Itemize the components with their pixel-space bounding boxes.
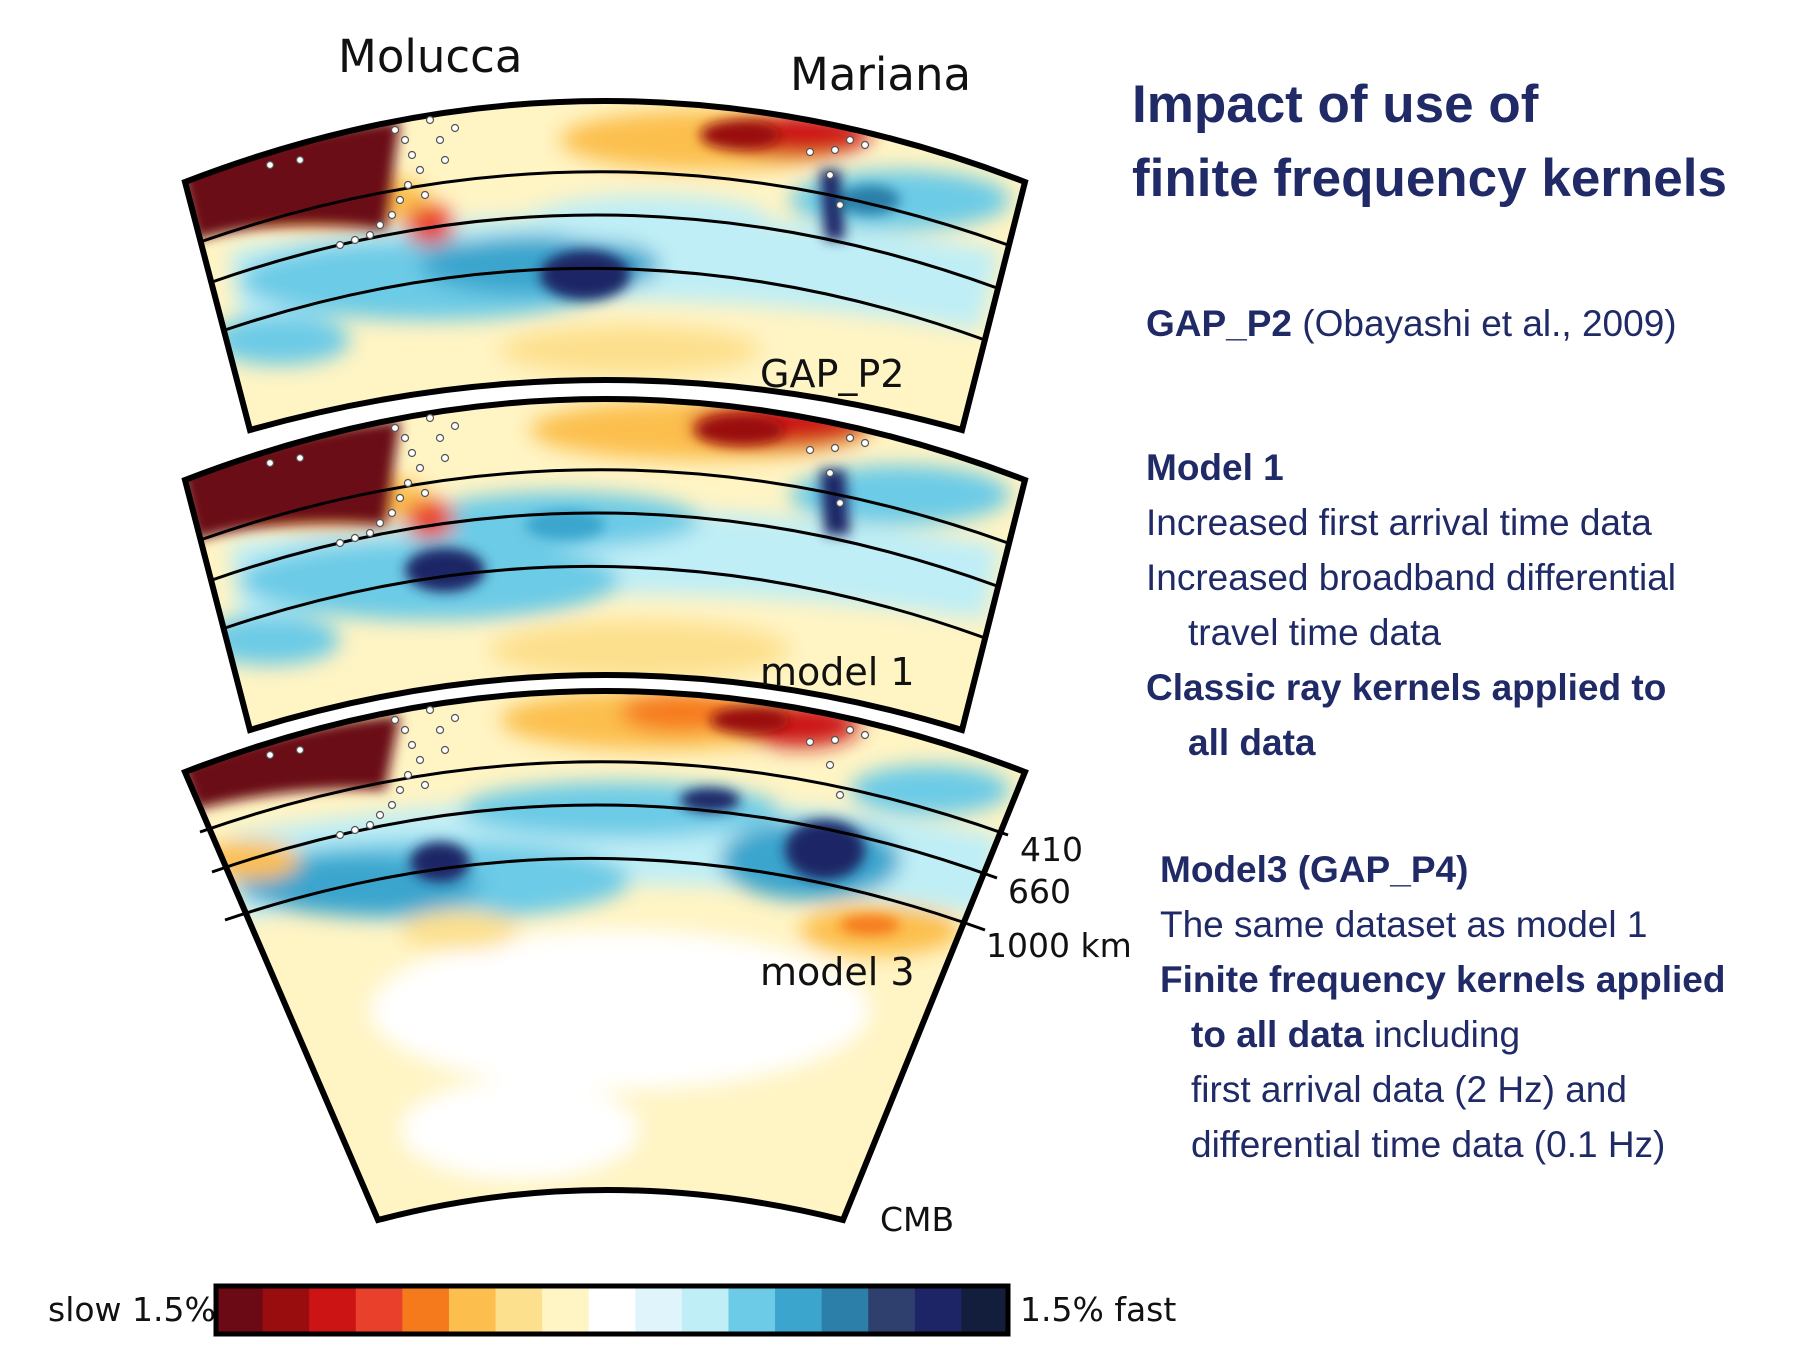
colorbar-swatch (914, 1286, 962, 1334)
model-3-line-3-bold: to all data (1191, 1014, 1364, 1055)
colorbar-swatch (262, 1286, 310, 1334)
model-1-line-2: Increased broadband differential (1146, 557, 1677, 598)
model-1-description: Model 1 Increased first arrival time dat… (1146, 440, 1676, 770)
model-3-description: Model3 (GAP_P4) The same dataset as mode… (1160, 842, 1725, 1172)
model-3-line-2: Finite frequency kernels applied (1160, 959, 1726, 1000)
depth-label-660: 660 (1008, 872, 1071, 911)
model-3-line-1: The same dataset as model 1 (1160, 904, 1648, 945)
colorbar-swatch (681, 1286, 729, 1334)
colorbar-swatch (821, 1286, 869, 1334)
region-label-molucca: Molucca (338, 30, 523, 83)
colorbar-slow-label: slow 1.5% (48, 1290, 216, 1329)
colorbar-swatch (635, 1286, 683, 1334)
colorbar-swatch (309, 1286, 357, 1334)
colorbar-swatch (961, 1286, 1009, 1334)
colorbar-swatch (402, 1286, 450, 1334)
slide-title: Impact of use of finite frequency kernel… (1132, 68, 1727, 216)
depth-label-410: 410 (1020, 830, 1083, 869)
colorbar-swatch (775, 1286, 823, 1334)
model-3-line-3-rest: including (1363, 1014, 1521, 1055)
colorbar-frame (213, 1283, 1011, 1337)
colorbar-fast-label: 1.5% fast (1020, 1290, 1177, 1329)
model-1-heading: Model 1 (1146, 447, 1284, 488)
gap-p2-description: GAP_P2 (Obayashi et al., 2009) (1146, 296, 1677, 351)
model-3-line-4: first arrival data (2 Hz) and (1191, 1069, 1627, 1110)
gap-p2-reference: (Obayashi et al., 2009) (1292, 303, 1677, 344)
colorbar-swatch (542, 1286, 590, 1334)
colorbar-swatch (868, 1286, 916, 1334)
depth-label-cmb: CMB (880, 1200, 955, 1239)
colorbar-swatch (588, 1286, 636, 1334)
colorbar-swatch (216, 1286, 264, 1334)
model-3-heading: Model3 (GAP_P4) (1160, 849, 1469, 890)
model-3-line-5: differential time data (0.1 Hz) (1191, 1124, 1666, 1165)
model-1-line-4: Classic ray kernels applied to (1146, 667, 1667, 708)
colorbar-swatch (448, 1286, 497, 1334)
depth-label-1000-km: 1000 km (986, 926, 1132, 965)
title-line-2: finite frequency kernels (1132, 149, 1727, 208)
model-1-line-3: travel time data (1188, 612, 1441, 653)
colorbar-swatch (728, 1286, 776, 1334)
model-3-line-3: to all data including (1160, 1007, 1725, 1062)
colorbar-swatch (355, 1286, 403, 1334)
colorbar-swatch (495, 1286, 543, 1334)
title-line-1: Impact of use of (1132, 75, 1539, 134)
model-1-line-5: all data (1188, 722, 1316, 763)
section-label-model-3: model 3 (760, 950, 915, 994)
section-label-gap-p2: GAP_P2 (760, 352, 905, 396)
section-label-model-1: model 1 (760, 650, 915, 694)
gap-p2-name: GAP_P2 (1146, 303, 1293, 344)
colorbar (213, 1283, 1011, 1337)
region-label-mariana: Mariana (790, 48, 972, 101)
model-1-line-1: Increased first arrival time data (1146, 502, 1652, 543)
